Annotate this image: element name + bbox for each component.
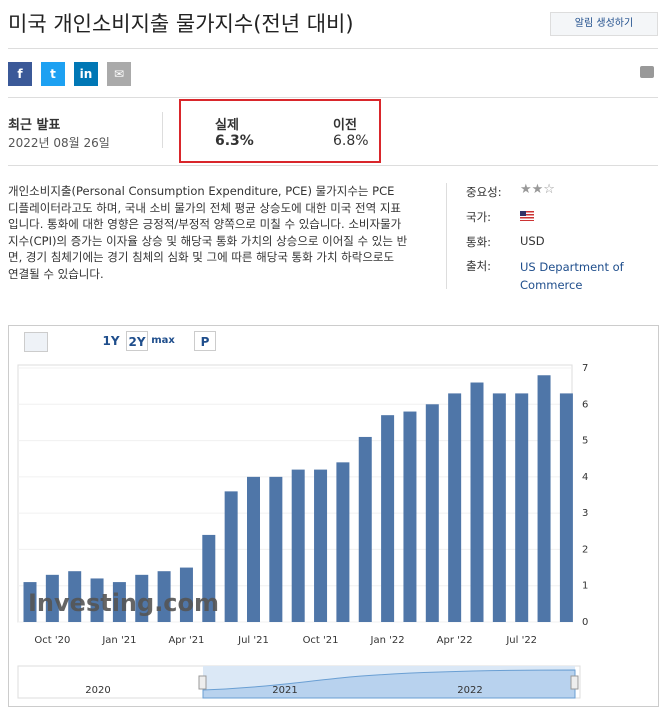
bar bbox=[314, 469, 328, 622]
bar bbox=[90, 578, 104, 622]
description: 개인소비지출(Personal Consumption Expenditure,… bbox=[8, 184, 408, 281]
x-tick-label: Jan '21 bbox=[101, 635, 136, 646]
page-title: 미국 개인소비지출 물가지수(전년 대비) bbox=[8, 12, 354, 36]
y-tick-label: 2 bbox=[582, 544, 588, 555]
watermark: Investing.com bbox=[28, 589, 219, 617]
bar bbox=[358, 436, 372, 622]
currency-label: 통화: bbox=[466, 235, 492, 249]
bar bbox=[425, 404, 439, 622]
twitter-button[interactable]: t bbox=[41, 62, 65, 86]
bar bbox=[559, 393, 573, 622]
x-tick-label: Jul '21 bbox=[237, 635, 269, 646]
bar bbox=[381, 415, 395, 622]
navigator-handle[interactable] bbox=[198, 675, 207, 690]
bar bbox=[45, 574, 59, 622]
bar bbox=[23, 582, 37, 622]
bar bbox=[291, 469, 305, 622]
bar bbox=[269, 476, 283, 622]
y-tick-label: 0 bbox=[582, 617, 588, 628]
mail-button[interactable]: ✉ bbox=[107, 62, 131, 86]
divider bbox=[8, 165, 658, 166]
chart-container bbox=[8, 325, 659, 707]
x-tick-label: Jul '22 bbox=[505, 635, 537, 646]
bar bbox=[224, 491, 238, 622]
source-link[interactable]: US Department of Commerce bbox=[520, 260, 624, 292]
navigator-year: 2021 bbox=[272, 685, 297, 696]
y-tick-label: 7 bbox=[582, 363, 588, 374]
navigator-handle[interactable] bbox=[570, 675, 579, 690]
bar-type-button[interactable] bbox=[24, 332, 48, 352]
bar bbox=[492, 393, 506, 622]
facebook-button[interactable]: f bbox=[8, 62, 32, 86]
y-tick-label: 4 bbox=[582, 472, 588, 483]
bar bbox=[448, 393, 462, 622]
currency: USD bbox=[520, 234, 545, 248]
importance-label: 중요성: bbox=[466, 185, 502, 199]
latest-label: 최근 발표 bbox=[8, 118, 61, 133]
bar bbox=[336, 462, 350, 622]
x-tick-label: Oct '21 bbox=[303, 635, 339, 646]
y-tick-label: 5 bbox=[582, 436, 588, 447]
country-label: 국가: bbox=[466, 210, 492, 224]
y-tick-label: 1 bbox=[582, 581, 588, 592]
navigator-year: 2020 bbox=[85, 685, 110, 696]
p-button[interactable]: P bbox=[194, 331, 216, 351]
bar bbox=[515, 393, 529, 622]
bar bbox=[135, 574, 149, 622]
divider bbox=[8, 48, 658, 49]
alert-button[interactable]: 알림 생성하기 bbox=[550, 12, 658, 36]
bar bbox=[247, 476, 260, 622]
x-tick-label: Apr '22 bbox=[437, 635, 473, 646]
bar bbox=[202, 534, 216, 622]
print-button[interactable] bbox=[640, 66, 654, 78]
x-tick-label: Oct '20 bbox=[34, 635, 70, 646]
previous-label: 이전 bbox=[333, 118, 357, 133]
separator bbox=[446, 183, 447, 289]
us-flag bbox=[520, 211, 534, 221]
source-label: 출처: bbox=[466, 259, 492, 273]
navigator-series bbox=[202, 669, 576, 699]
bar bbox=[112, 582, 126, 622]
bar bbox=[157, 571, 171, 622]
navigator-year: 2022 bbox=[457, 685, 482, 696]
x-tick-label: Apr '21 bbox=[168, 635, 204, 646]
importance-stars: ★★☆ bbox=[520, 182, 555, 197]
actual-label: 실제 bbox=[215, 118, 239, 133]
latest-date: 2022년 08월 26일 bbox=[8, 136, 110, 150]
divider bbox=[8, 97, 658, 98]
bar bbox=[537, 375, 551, 622]
linkedin-button[interactable]: in bbox=[74, 62, 98, 86]
range-2y[interactable]: 2Y bbox=[126, 331, 148, 351]
range-1y[interactable]: 1Y bbox=[102, 334, 120, 348]
highlight-box bbox=[179, 99, 381, 163]
x-tick-label: Jan '22 bbox=[370, 635, 405, 646]
bar bbox=[179, 567, 193, 622]
y-tick-label: 3 bbox=[582, 508, 588, 519]
range-max[interactable]: max bbox=[151, 335, 175, 346]
previous-value: 6.8% bbox=[333, 133, 369, 149]
actual-value: 6.3% bbox=[215, 133, 254, 149]
separator bbox=[162, 112, 163, 148]
y-tick-label: 6 bbox=[582, 399, 588, 410]
bar bbox=[68, 571, 82, 622]
bar bbox=[470, 382, 484, 622]
bar bbox=[403, 411, 417, 622]
